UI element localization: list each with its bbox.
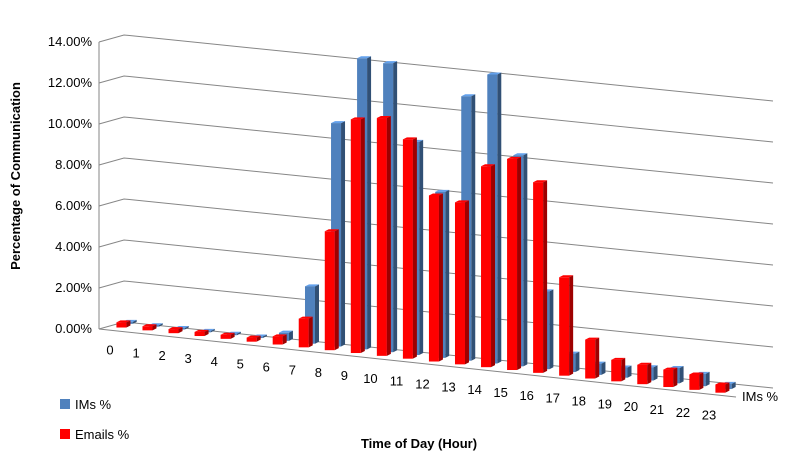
x-axis-title: Time of Day (Hour) [361, 436, 477, 451]
bar-emails [559, 275, 574, 376]
x-tick-label: 12 [415, 377, 429, 392]
x-tick-labels: 0 1 2 3 4 5 6 7 8 9 10 11 12 13 14 15 16 17 18 19 20 21 22 23 [106, 343, 716, 423]
x-tick-label: 11 [390, 374, 404, 389]
x-tick-label: 4 [211, 354, 218, 369]
bar-emails [585, 337, 600, 379]
gridlines [98, 34, 774, 398]
legend-swatch-ims [60, 399, 70, 409]
bar-emails [611, 357, 626, 382]
y-tick-label: 2.00% [55, 280, 92, 295]
x-tick-label: 3 [185, 351, 192, 366]
legend: IMs % Emails % [60, 397, 130, 442]
gridline [98, 116, 774, 184]
bar-emails [715, 382, 730, 393]
bar-emails [168, 327, 183, 334]
bar-emails [376, 116, 391, 356]
x-tick-label: 7 [289, 362, 296, 377]
gridline [98, 75, 774, 143]
y-tick-labels: 0.00% 2.00% 4.00% 6.00% 8.00% 10.00% 12.00% 14.… [48, 34, 93, 336]
bar-emails [324, 229, 339, 351]
x-tick-label: 8 [315, 365, 322, 380]
x-tick-label: 18 [572, 394, 586, 409]
x-tick-label: 23 [702, 408, 716, 423]
x-tick-label: 17 [545, 391, 559, 406]
gridline [98, 280, 774, 348]
x-tick-label: 6 [263, 360, 270, 375]
x-tick-label: 15 [493, 385, 507, 400]
bar-emails [116, 320, 131, 328]
legend-label-ims: IMs % [75, 397, 112, 412]
y-tick-label: 12.00% [48, 75, 93, 90]
bar-emails [507, 156, 522, 371]
bar-emails [428, 193, 443, 362]
depth-axis-label: IMs % [742, 389, 779, 404]
x-tick-label: 13 [441, 379, 455, 394]
bar-emails [663, 367, 678, 388]
bar-emails [689, 372, 704, 390]
y-tick-label: 0.00% [55, 321, 92, 336]
y-tick-label: 8.00% [55, 157, 92, 172]
x-tick-label: 20 [624, 399, 638, 414]
x-tick-label: 5 [237, 357, 244, 372]
bar-ims [304, 284, 319, 344]
x-tick-label: 1 [132, 345, 139, 360]
x-tick-label: 16 [519, 388, 533, 403]
bar-emails [350, 117, 365, 354]
gridline [98, 34, 774, 102]
x-tick-label: 14 [467, 382, 481, 397]
y-tick-label: 4.00% [55, 239, 92, 254]
gridline [98, 198, 774, 266]
bar-emails [298, 316, 313, 348]
y-axis-title: Percentage of Communication [8, 82, 23, 270]
x-tick-label: 22 [676, 405, 690, 420]
y-tick-label: 14.00% [48, 34, 93, 49]
bar-emails [246, 335, 261, 342]
bar-emails [402, 137, 417, 359]
bar-emails [220, 332, 235, 339]
x-tick-label: 21 [650, 402, 664, 417]
gridline [98, 239, 774, 307]
bar-emails [272, 334, 287, 345]
gridline [98, 157, 774, 225]
x-tick-label: 2 [158, 348, 165, 363]
bar-emails [194, 329, 209, 337]
x-tick-label: 19 [598, 396, 612, 411]
y-tick-label: 10.00% [48, 116, 93, 131]
bar-emails [142, 324, 157, 331]
legend-swatch-emails [60, 429, 70, 439]
x-tick-label: 9 [341, 368, 348, 383]
y-tick-label: 6.00% [55, 198, 92, 213]
x-axis-line [98, 328, 737, 398]
x-tick-label: 10 [363, 371, 377, 386]
bar-emails [481, 164, 496, 368]
bars [116, 56, 736, 393]
bar-emails [454, 200, 469, 365]
bar-emails [533, 180, 548, 373]
bar-emails [637, 362, 652, 385]
x-tick-label: 0 [106, 343, 113, 358]
legend-label-emails: Emails % [75, 427, 130, 442]
